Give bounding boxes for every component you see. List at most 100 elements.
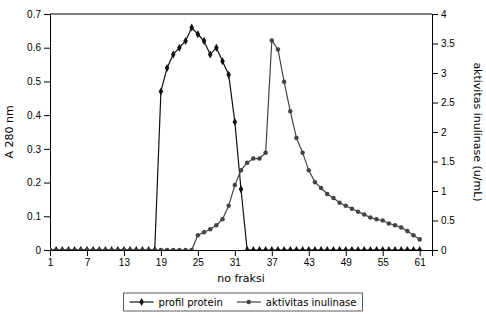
tick-label: 31 bbox=[230, 257, 242, 268]
tick-mark bbox=[235, 250, 236, 256]
point bbox=[79, 248, 84, 250]
point bbox=[282, 246, 287, 250]
point bbox=[356, 209, 361, 214]
point bbox=[103, 248, 108, 250]
point bbox=[220, 57, 225, 65]
point bbox=[60, 248, 65, 250]
point bbox=[171, 51, 176, 59]
point bbox=[72, 248, 77, 250]
tick: 0.7 bbox=[27, 9, 50, 20]
point bbox=[331, 196, 336, 201]
axis-line bbox=[51, 251, 433, 257]
point bbox=[393, 246, 398, 250]
tick-label: 0.6 bbox=[27, 42, 41, 53]
tick-label: 0 bbox=[441, 245, 447, 256]
tick-label: 13 bbox=[119, 257, 131, 268]
tick-label: 0.5 bbox=[27, 76, 41, 87]
point bbox=[362, 246, 367, 250]
series-markers bbox=[50, 24, 422, 250]
legend-marker bbox=[247, 300, 252, 305]
point bbox=[91, 248, 96, 250]
tick-label: 0.5 bbox=[441, 215, 455, 226]
point bbox=[300, 150, 305, 155]
point bbox=[91, 246, 96, 250]
tick-label: 2 bbox=[441, 127, 447, 138]
point bbox=[288, 246, 293, 250]
point bbox=[276, 47, 281, 52]
tick: 31 bbox=[230, 250, 242, 268]
point bbox=[202, 230, 207, 235]
tick: 1 bbox=[48, 250, 54, 268]
frame bbox=[50, 14, 432, 15]
tick-label: 19 bbox=[156, 257, 168, 268]
point bbox=[282, 80, 287, 85]
tick-label: 3.5 bbox=[441, 38, 455, 49]
point bbox=[294, 136, 299, 141]
point bbox=[66, 248, 71, 250]
point bbox=[50, 246, 52, 250]
tick: 1 bbox=[432, 186, 447, 197]
point bbox=[50, 248, 52, 250]
legend-item: aktivitas inulinase bbox=[237, 297, 357, 308]
tick-mark bbox=[432, 191, 438, 192]
tick: 3.5 bbox=[432, 38, 455, 49]
point bbox=[66, 246, 71, 250]
tick: 0 bbox=[432, 245, 447, 256]
point bbox=[233, 183, 238, 188]
point bbox=[288, 109, 293, 114]
point bbox=[140, 246, 145, 250]
point bbox=[103, 246, 108, 250]
point bbox=[214, 223, 219, 228]
point bbox=[72, 246, 77, 250]
series-line bbox=[50, 41, 420, 250]
chart: 1713192531374349556100.10.20.30.40.50.60… bbox=[0, 0, 486, 318]
tick-mark bbox=[44, 216, 50, 217]
tick-label: 43 bbox=[304, 257, 316, 268]
point bbox=[189, 248, 194, 250]
legend-box bbox=[124, 293, 363, 311]
tick: 7 bbox=[85, 250, 91, 268]
series-markers bbox=[50, 38, 422, 250]
point bbox=[331, 246, 336, 250]
point bbox=[134, 246, 139, 250]
tick-label: 4 bbox=[441, 9, 447, 20]
point bbox=[214, 44, 219, 52]
tick: 0.5 bbox=[432, 215, 455, 226]
tick-label: 0 bbox=[35, 245, 41, 256]
point bbox=[319, 186, 324, 191]
point bbox=[350, 246, 355, 250]
tick-label: 0.7 bbox=[27, 9, 41, 20]
point bbox=[97, 246, 102, 250]
tick-mark bbox=[432, 73, 438, 74]
tick-mark bbox=[346, 250, 347, 256]
tick-label: 55 bbox=[378, 257, 390, 268]
tick: 19 bbox=[156, 250, 168, 268]
tick-label: 7 bbox=[85, 257, 91, 268]
tick-mark bbox=[432, 221, 438, 222]
point bbox=[109, 246, 114, 250]
point bbox=[343, 246, 348, 250]
tick: 0.5 bbox=[27, 76, 50, 87]
point bbox=[233, 118, 238, 126]
point bbox=[300, 246, 305, 250]
tick-mark bbox=[44, 183, 50, 184]
point bbox=[97, 248, 102, 250]
point bbox=[128, 248, 133, 250]
tick-mark bbox=[309, 250, 310, 256]
point bbox=[343, 203, 348, 208]
tick: 4 bbox=[432, 9, 447, 20]
tick-label: 61 bbox=[415, 257, 427, 268]
point bbox=[202, 37, 207, 45]
point bbox=[417, 237, 422, 242]
tick-label: 49 bbox=[341, 257, 353, 268]
point bbox=[405, 229, 410, 234]
point bbox=[368, 246, 373, 250]
point bbox=[257, 246, 262, 250]
point bbox=[263, 246, 268, 250]
point bbox=[337, 201, 342, 206]
tick: 0.6 bbox=[27, 42, 50, 53]
point bbox=[239, 185, 244, 193]
tick: 2 bbox=[432, 127, 447, 138]
point bbox=[177, 248, 182, 250]
tick-label: 1 bbox=[48, 257, 54, 268]
